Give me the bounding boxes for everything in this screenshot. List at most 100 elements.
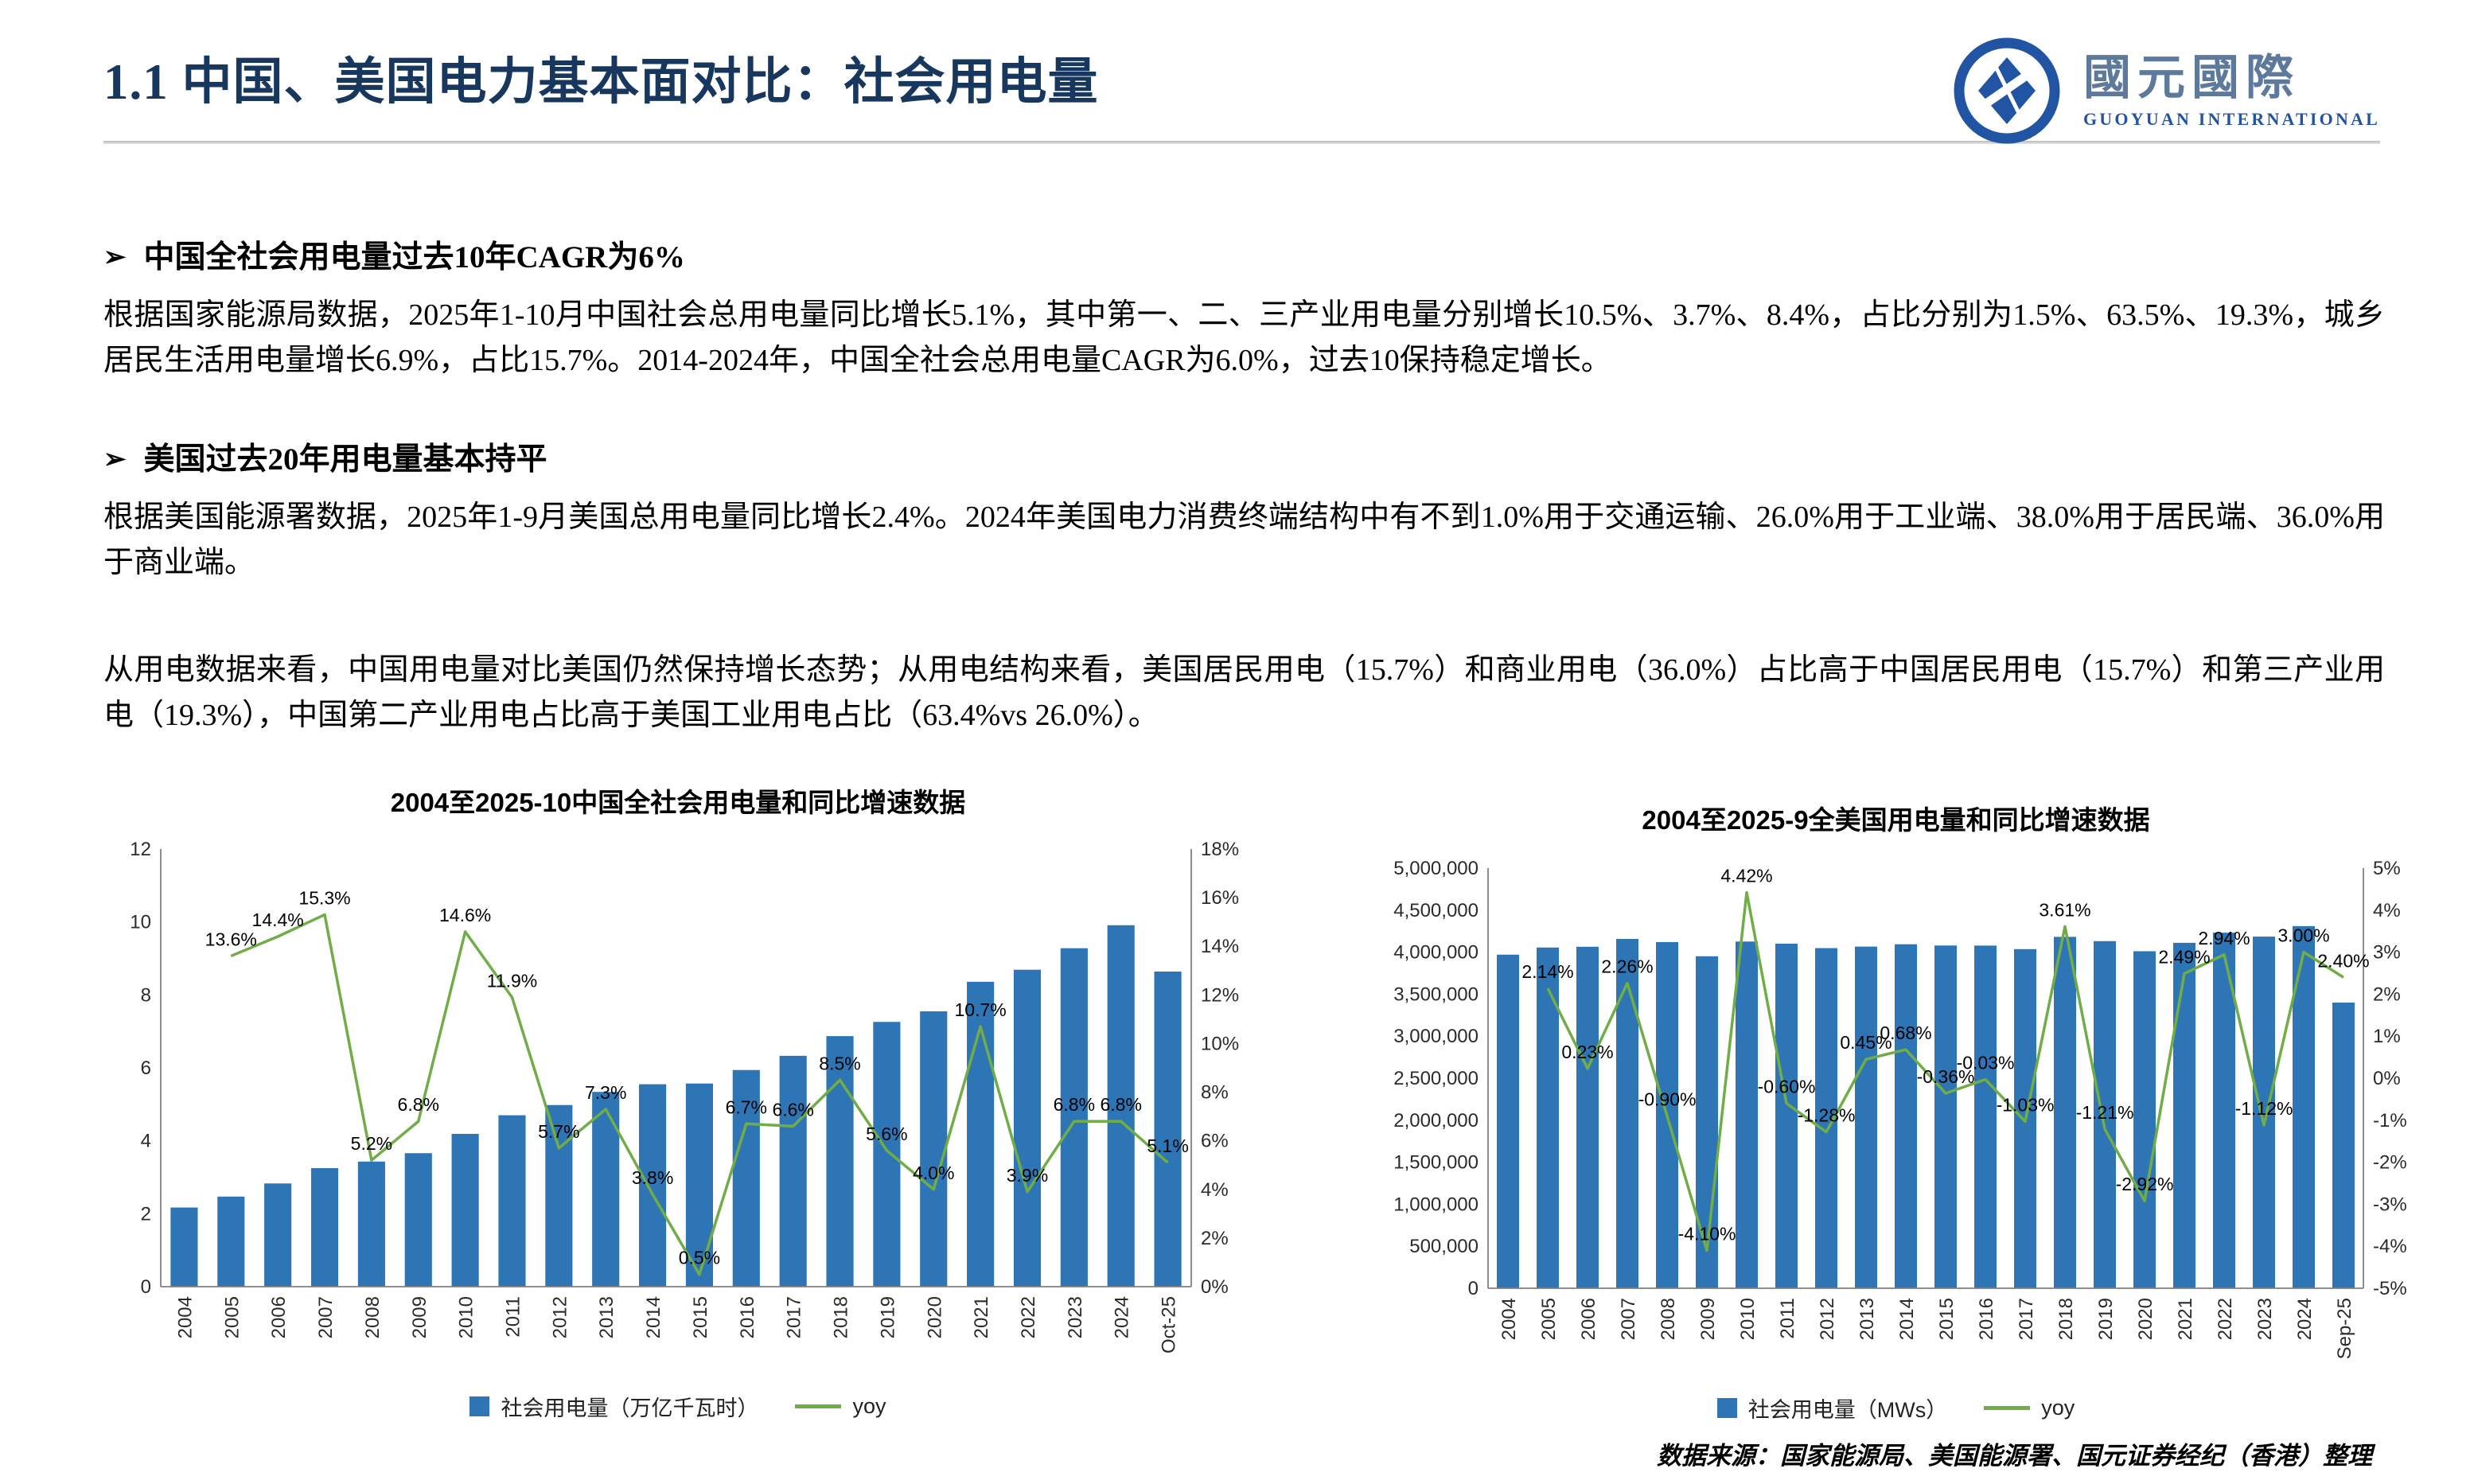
tick-label: 4% [1201, 1179, 1229, 1201]
tick-label: 2% [1201, 1228, 1229, 1249]
bar [920, 1011, 948, 1287]
data-label: 2.49% [2158, 947, 2210, 968]
title-underline [103, 141, 2380, 144]
bar [967, 981, 995, 1287]
logo-en-name: GUOYUAN INTERNATIONAL [2083, 108, 2380, 129]
bar [1154, 972, 1182, 1287]
legend-label-line: yoy [2041, 1396, 2075, 1420]
tick-label: 14% [1201, 936, 1239, 957]
data-label: 10.7% [955, 999, 1007, 1020]
bar [685, 1083, 714, 1287]
tick-label: 1% [2373, 1026, 2401, 1047]
bar [404, 1153, 432, 1287]
category-label: 2021 [971, 1296, 992, 1338]
data-label: 14.6% [439, 905, 491, 925]
tick-label: 16% [1201, 887, 1239, 909]
bar [357, 1161, 385, 1287]
category-label: 2009 [1697, 1298, 1719, 1340]
tick-label: 500,000 [1409, 1236, 1479, 1257]
bar [779, 1055, 807, 1287]
tick-label: -5% [2373, 1278, 2407, 1299]
tick-label: 5% [2373, 858, 2401, 879]
bar [1013, 969, 1042, 1287]
china-chart-title: 2004至2025-10中国全社会用电量和同比增速数据 [390, 788, 966, 817]
china-electricity-chart: 0 2 4 6 8 10 12 0% 2% 4% 6% 8% 10% 12% 14% 16% 18% 2004 20… [130, 839, 1239, 1354]
tick-label: 12% [1201, 984, 1239, 1006]
bar [2094, 941, 2116, 1288]
bullet-heading-china: 中国全社会用电量过去10年CAGR为6% [103, 232, 2385, 277]
bar [217, 1196, 245, 1287]
header: 1.1 中国、美国电力基本面对比：社会用电量 國元國際 GUOYUAN INTE… [103, 37, 2380, 144]
bar [2133, 951, 2156, 1288]
yoy-line [1546, 890, 2344, 1252]
data-label: 5.1% [1147, 1135, 1188, 1156]
data-label: -0.36% [1917, 1066, 1975, 1087]
tick-label: 2,500,000 [1393, 1068, 1479, 1089]
tick-label: 4% [2373, 900, 2401, 921]
tick-label: 2 [141, 1203, 151, 1225]
tick-label: 6 [141, 1057, 151, 1079]
bar [498, 1115, 526, 1287]
tick-label: 2% [2373, 983, 2401, 1005]
bar [1736, 941, 1758, 1288]
data-label: 8.5% [819, 1053, 860, 1073]
tick-label: 8 [141, 984, 151, 1006]
category-label: 2020 [2135, 1298, 2156, 1340]
charts-row: 2004至2025-10中国全社会用电量和同比增速数据 0 2 4 6 8 10 12 0% 2… [89, 781, 2431, 1424]
company-logo: 國元國際 GUOYUAN INTERNATIONAL [1946, 30, 2380, 151]
data-label: 3.8% [632, 1167, 673, 1188]
category-label: 2014 [1896, 1298, 1918, 1340]
line-legend-swatch-icon [1984, 1406, 2031, 1410]
bar [1537, 947, 1559, 1288]
category-label: 2006 [268, 1296, 290, 1338]
bar [1107, 925, 1135, 1287]
tick-label: 3,000,000 [1393, 1026, 1479, 1047]
data-label: 0.68% [1880, 1022, 1931, 1043]
tick-label: 1,500,000 [1393, 1152, 1479, 1174]
category-label: 2022 [1018, 1296, 1039, 1338]
data-label: -1.12% [2235, 1098, 2293, 1119]
bar [2253, 937, 2275, 1288]
bar [1576, 946, 1599, 1288]
data-label: 6.8% [398, 1094, 439, 1115]
category-label: 2008 [1658, 1298, 1679, 1340]
tick-label: 10% [1201, 1033, 1239, 1054]
category-label: 2004 [1498, 1298, 1520, 1340]
category-label: 2019 [877, 1296, 898, 1338]
category-label: 2019 [2095, 1298, 2117, 1340]
bar [873, 1022, 901, 1287]
china-chart-box: 2004至2025-10中国全社会用电量和同比增速数据 0 2 4 6 8 10 12 0% 2… [89, 781, 1267, 1424]
bar [826, 1036, 854, 1287]
data-label: 3.61% [2039, 899, 2090, 920]
logo-zh-name: 國元國際 [2083, 51, 2300, 104]
category-label: 2015 [690, 1296, 711, 1338]
data-label: 5.6% [866, 1124, 907, 1144]
category-label: 2022 [2215, 1298, 2236, 1340]
tick-label: 10 [130, 912, 151, 933]
category-label: 2017 [784, 1296, 805, 1338]
data-label: 15.3% [298, 888, 350, 909]
category-label: 2024 [2294, 1298, 2316, 1340]
bar [1895, 944, 1917, 1288]
bar [592, 1092, 620, 1287]
yoy-line [230, 913, 1169, 1276]
data-label: 3.00% [2277, 925, 2329, 946]
tick-label: 6% [1201, 1131, 1229, 1152]
paragraph-us: 根据美国能源署数据，2025年1-9月美国总用电量同比增长2.4%。2024年美… [103, 501, 2385, 579]
tick-label: -2% [2373, 1152, 2407, 1174]
legend-label-line: yoy [852, 1394, 886, 1418]
tick-label: 3,500,000 [1393, 983, 1479, 1005]
tick-label: 5,000,000 [1393, 858, 1479, 879]
data-label: 0.5% [679, 1248, 720, 1268]
category-label: Oct-25 [1159, 1296, 1180, 1354]
category-label: 2024 [1112, 1296, 1133, 1338]
data-label: -1.28% [1798, 1105, 1856, 1126]
category-label: 2005 [221, 1296, 243, 1338]
bar [264, 1183, 292, 1287]
legend-item-bar: 社会用电量（万亿千瓦时） [469, 1391, 758, 1422]
legend-label-bar: 社会用电量（万亿千瓦时） [501, 1396, 759, 1420]
data-label: 2.14% [1521, 961, 1573, 982]
data-label: 2.40% [2317, 950, 2369, 971]
legend-item-line: yoy [795, 1394, 886, 1419]
